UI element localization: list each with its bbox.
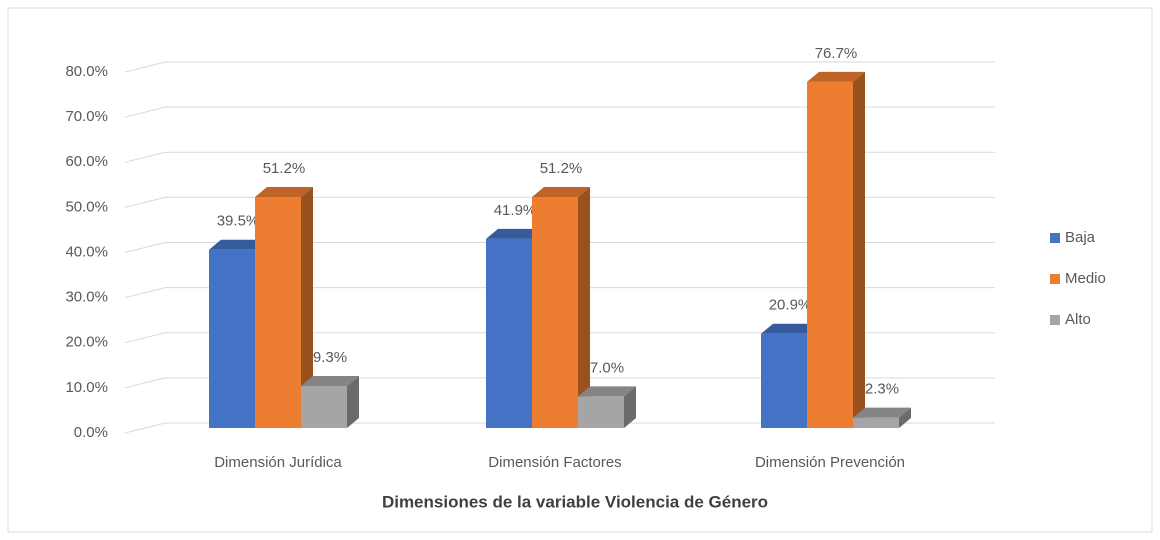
bar-face	[807, 71, 865, 82]
bar-face	[853, 417, 899, 428]
y-tick-label: 60.0%	[65, 153, 108, 170]
y-tick-label: 20.0%	[65, 334, 108, 351]
bar-face	[853, 407, 911, 418]
grid-line	[124, 332, 995, 344]
y-tick-label: 10.0%	[65, 379, 108, 396]
x-axis-label: Dimensiones de la variable Violencia de …	[382, 492, 768, 511]
bar-face	[578, 396, 624, 428]
grid-line	[124, 422, 995, 434]
legend-label: Medio	[1065, 270, 1106, 287]
bar	[301, 376, 359, 428]
data-label: 51.2%	[540, 160, 583, 177]
data-label: 2.3%	[865, 381, 899, 398]
bar-face	[761, 333, 807, 428]
bar-face	[301, 376, 359, 387]
x-tick-label: Dimensión Factores	[488, 454, 621, 471]
grid-line	[124, 196, 995, 208]
bar-face	[578, 186, 590, 428]
bar	[255, 186, 313, 428]
bar-face	[853, 71, 865, 429]
y-tick-label: 40.0%	[65, 243, 108, 260]
bar-face	[209, 249, 255, 428]
grid-line	[124, 242, 995, 253]
bar-face	[899, 407, 911, 428]
legend-swatch	[1050, 274, 1060, 284]
x-tick-label: Dimensión Prevención	[755, 454, 905, 471]
bar-face	[347, 376, 359, 428]
y-tick-label: 30.0%	[65, 289, 108, 306]
bar-face	[807, 81, 853, 429]
bar	[853, 407, 911, 428]
bar	[532, 186, 590, 428]
bar-face	[486, 238, 532, 428]
grid-line	[124, 151, 995, 163]
grid-line	[124, 106, 995, 118]
data-label: 39.5%	[217, 213, 260, 230]
legend-label: Baja	[1065, 229, 1096, 246]
legend-label: Alto	[1065, 311, 1091, 328]
x-tick-label: Dimensión Jurídica	[214, 454, 342, 471]
data-label: 51.2%	[263, 160, 306, 177]
bar-face	[486, 228, 544, 239]
bar-face	[532, 186, 590, 197]
y-tick-label: 80.0%	[65, 63, 108, 80]
data-label: 41.9%	[494, 202, 537, 219]
y-tick-label: 70.0%	[65, 108, 108, 125]
bar-face	[301, 186, 313, 428]
bar-face	[578, 386, 636, 397]
grid-line	[124, 61, 995, 73]
grid-line	[124, 377, 995, 389]
bar	[578, 386, 636, 428]
legend-swatch	[1050, 233, 1060, 243]
legend-swatch	[1050, 315, 1060, 325]
data-label: 7.0%	[590, 359, 624, 376]
data-label: 20.9%	[769, 297, 812, 314]
bar-face	[624, 386, 636, 428]
data-label: 9.3%	[313, 349, 347, 366]
bar-face	[255, 196, 301, 428]
data-label: 76.7%	[815, 45, 858, 62]
bar-face	[532, 196, 578, 428]
bar-face	[761, 323, 819, 334]
y-tick-label: 0.0%	[74, 424, 108, 441]
bar-face	[255, 186, 313, 197]
grid-line	[124, 287, 995, 299]
bar	[807, 71, 865, 429]
bar-face	[301, 386, 347, 428]
bar-face	[209, 239, 267, 250]
y-tick-label: 50.0%	[65, 198, 108, 215]
